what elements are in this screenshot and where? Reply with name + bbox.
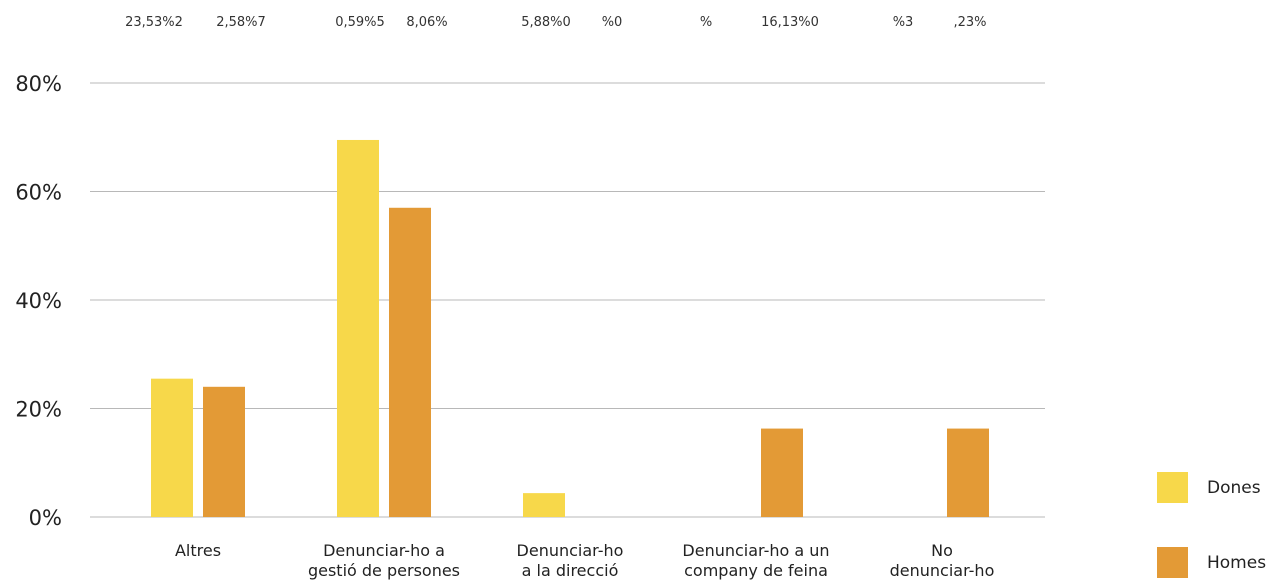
top-label: 5,88%0 <box>521 15 571 30</box>
x-axis: Altres Denunciar-ho a gestió de persones De… <box>175 541 994 580</box>
y-tick-label: 40% <box>15 289 62 313</box>
grid-lines <box>90 82 1045 518</box>
y-axis: 0% 20% 40% 60% 80% <box>15 72 62 530</box>
top-label: % <box>700 15 712 30</box>
bar-homes <box>389 207 431 517</box>
top-label: ,23% <box>953 15 986 30</box>
bar-homes <box>761 428 803 517</box>
top-label: %0 <box>602 15 623 30</box>
legend-swatch-homes <box>1157 547 1188 578</box>
x-category-label: Altres <box>175 541 221 560</box>
x-category-label: No denunciar-ho <box>890 541 995 580</box>
x-category-label: Denunciar-ho a gestió de persones <box>308 541 460 580</box>
bar-dones <box>151 378 193 517</box>
bar-dones <box>523 493 565 517</box>
x-category-label: Denunciar-ho a un company de feina <box>682 541 829 580</box>
top-label: 8,06% <box>406 15 447 30</box>
top-label: 16,13%0 <box>761 15 819 30</box>
y-tick-label: 0% <box>29 506 62 530</box>
legend-label-dones: Dones <box>1207 478 1261 498</box>
top-label: %3 <box>893 15 914 30</box>
top-labels: 23,53%2 2,58%7 0,59%5 8,06% 5,88%0 %0% 16,13%0… <box>125 15 986 30</box>
bar-homes <box>947 428 989 517</box>
legend-swatch-dones <box>1157 472 1188 503</box>
bars <box>151 139 989 517</box>
y-tick-label: 60% <box>15 181 62 205</box>
x-category-label: Denunciar-ho a la direcció <box>517 541 624 580</box>
top-label: 23,53%2 <box>125 15 183 30</box>
top-label: 0,59%5 <box>335 15 385 30</box>
bar-dones <box>337 139 379 517</box>
y-tick-label: 20% <box>15 398 62 422</box>
y-tick-label: 80% <box>15 72 62 96</box>
legend-label-homes: Homes <box>1207 553 1266 573</box>
legend: Dones Homes <box>1157 472 1266 578</box>
top-label: 2,58%7 <box>216 15 266 30</box>
bar-homes <box>203 386 245 517</box>
